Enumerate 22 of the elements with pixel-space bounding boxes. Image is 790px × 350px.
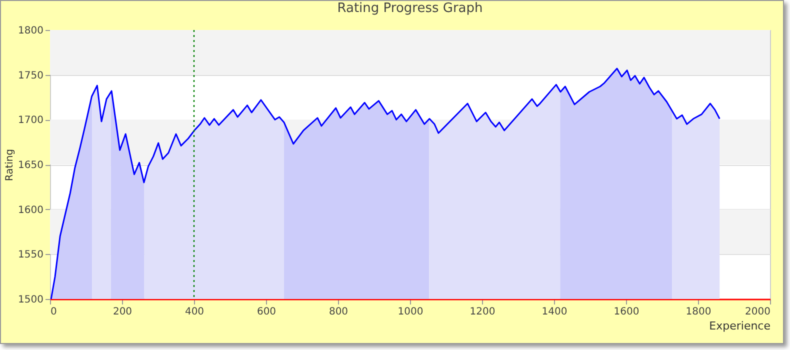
x-tick-label: 1800 xyxy=(686,306,712,318)
x-tick-label: 1000 xyxy=(398,306,424,318)
x-tick-label: 2000 xyxy=(745,306,770,318)
x-tick-label: 0 xyxy=(50,306,57,318)
y-tick-label: 1550 xyxy=(18,250,44,261)
y-tick-label: 1600 xyxy=(18,204,44,216)
x-tick-label: 1600 xyxy=(614,306,640,318)
x-axis-title: Experience xyxy=(709,320,771,332)
y-tick-label: 1800 xyxy=(18,26,44,36)
y-axis-title: Rating xyxy=(4,148,16,182)
y-tick-label: 1500 xyxy=(18,294,44,306)
y-tick-label: 1700 xyxy=(18,115,44,126)
x-tick-label: 800 xyxy=(328,306,348,318)
x-tick-label: 200 xyxy=(112,306,132,318)
y-tick-label: 1750 xyxy=(18,70,44,82)
y-tick-label: 1650 xyxy=(18,160,44,171)
x-tick-label: 1400 xyxy=(542,306,568,318)
chart-title: Rating Progress Graph xyxy=(337,1,483,16)
line-series xyxy=(50,68,720,300)
x-tick-label: 1200 xyxy=(470,306,496,318)
x-tick-label: 600 xyxy=(256,306,276,318)
x-tick-label: 400 xyxy=(184,306,204,318)
